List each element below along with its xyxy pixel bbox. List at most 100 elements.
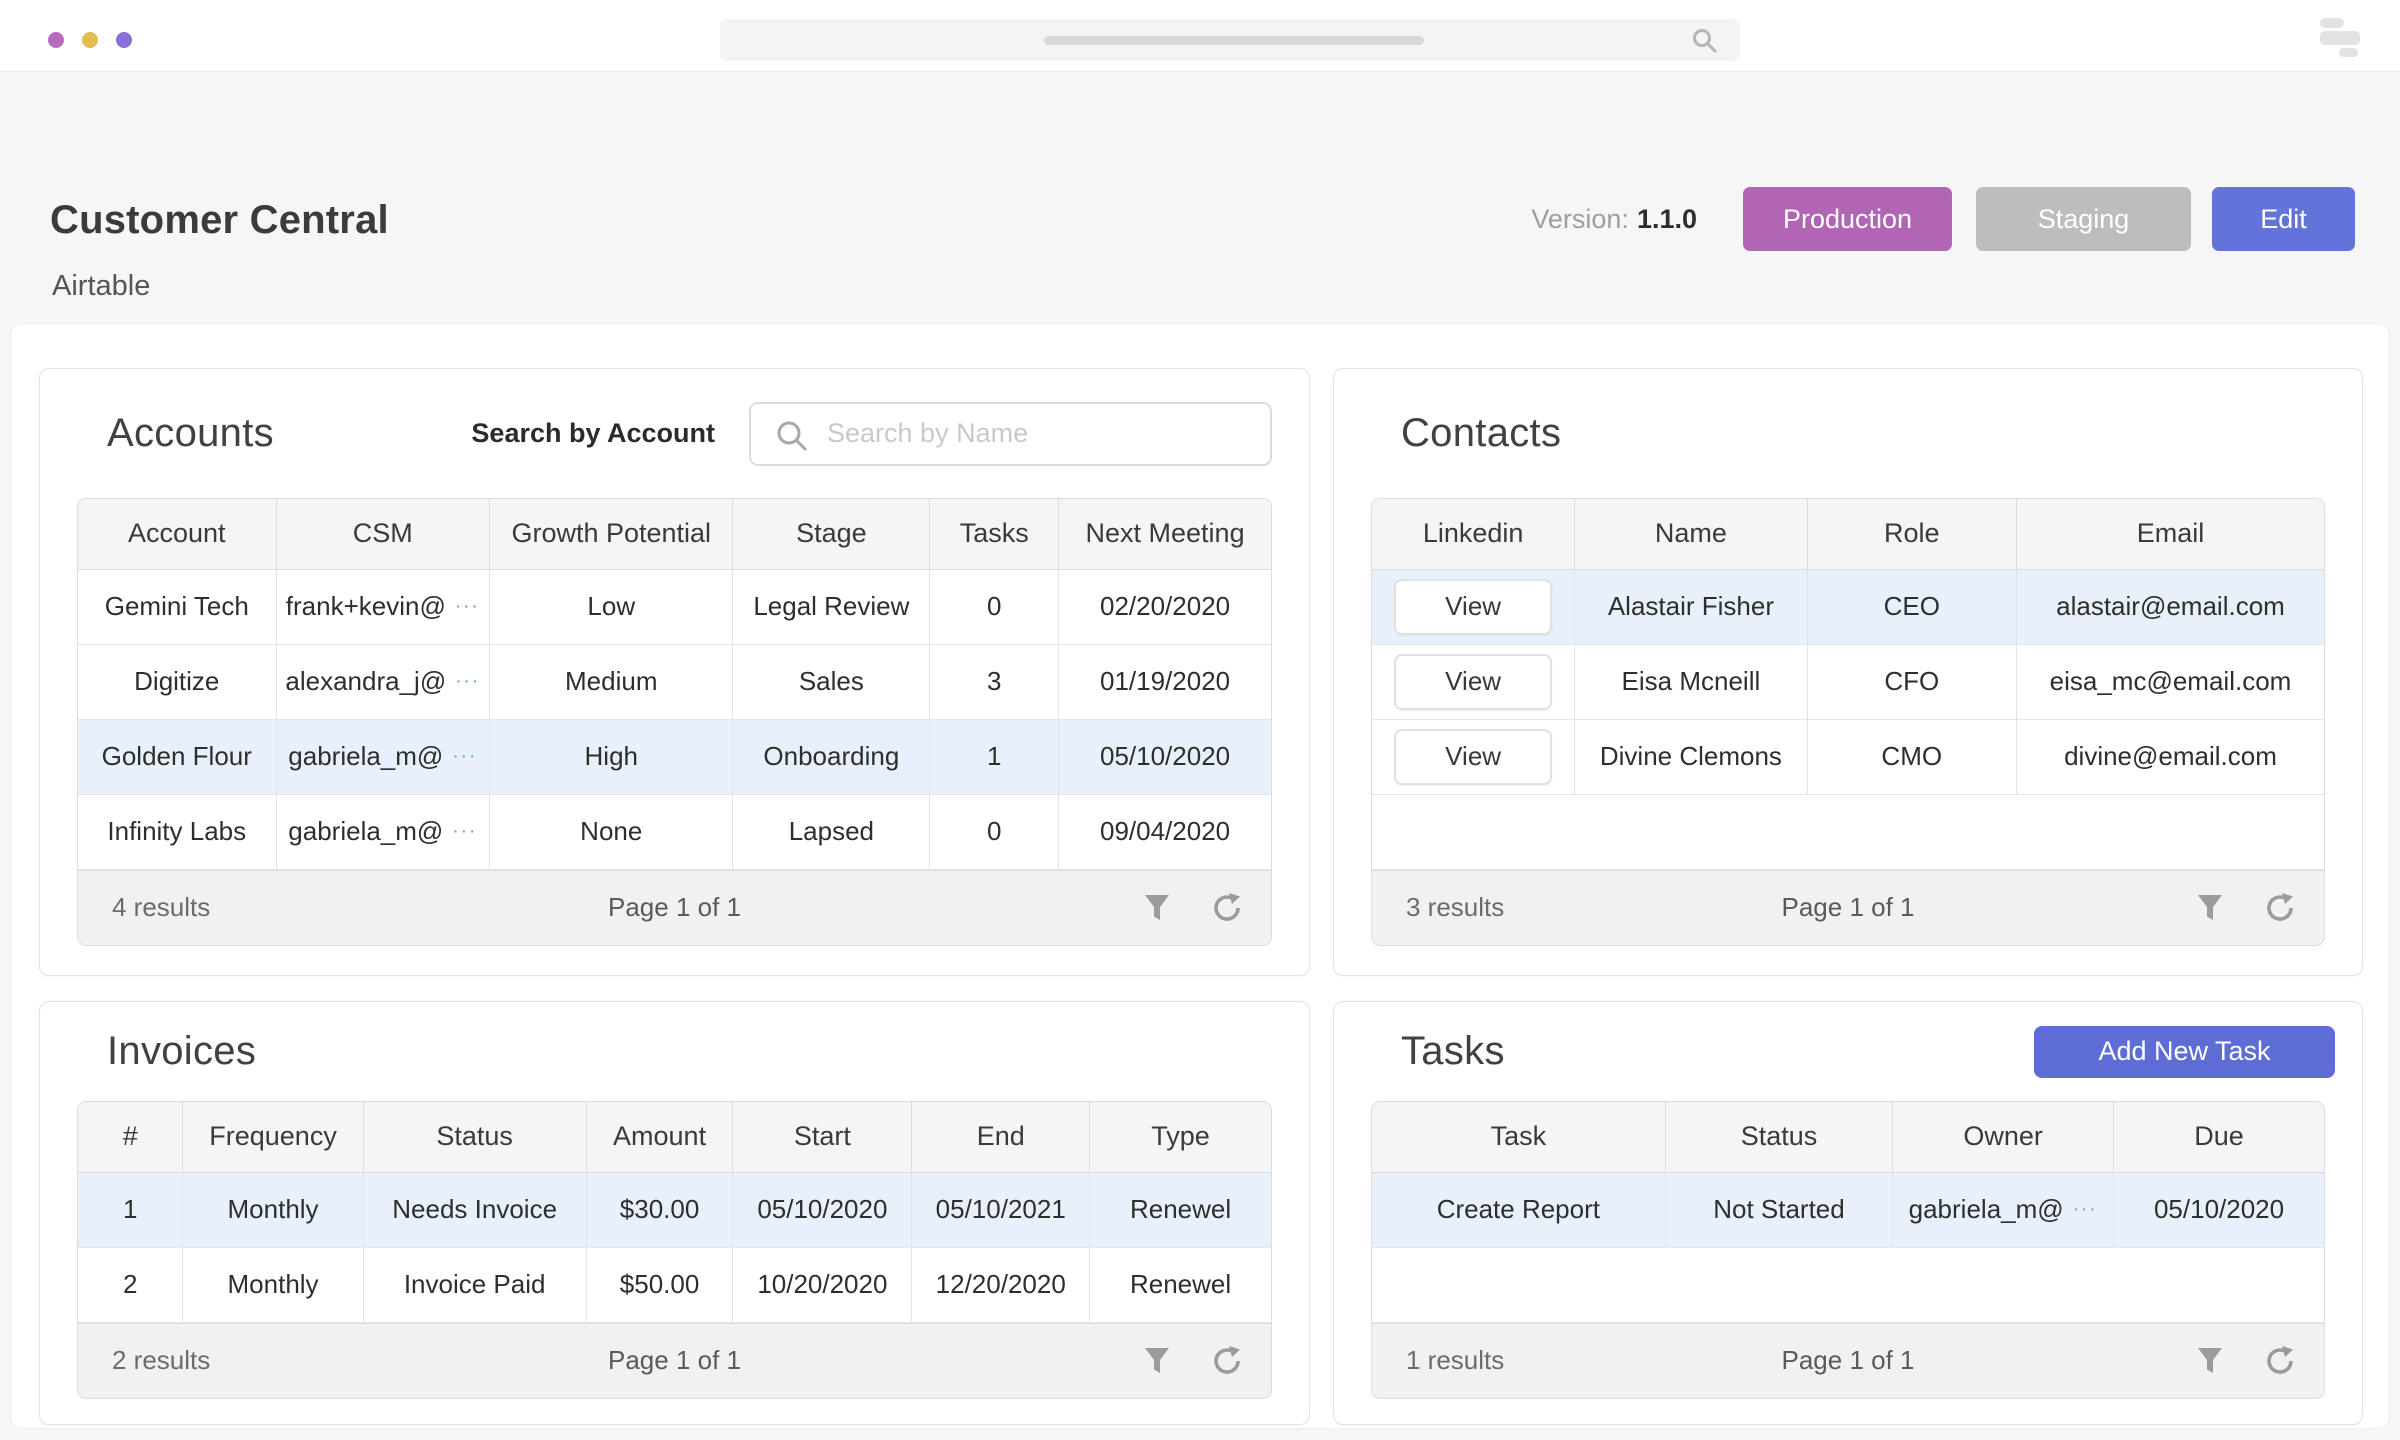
window-dot-3: [116, 32, 132, 48]
add-new-task-button[interactable]: Add New Task: [2034, 1025, 2335, 1078]
table-row-selected[interactable]: Create Report Not Started gabriela_m@ ···…: [1372, 1172, 2324, 1248]
staging-button[interactable]: Staging: [1976, 187, 2191, 251]
column-header: CSM: [276, 499, 491, 570]
column-header: Task: [1372, 1102, 1666, 1173]
results-count: 2 results: [112, 1345, 211, 1375]
accounts-search-label: Search by Account: [471, 418, 715, 448]
refresh-icon[interactable]: [1211, 892, 1243, 924]
contacts-card-header: Contacts: [1371, 369, 2325, 498]
column-header: Owner: [1892, 1102, 2115, 1173]
column-header: Frequency: [182, 1102, 364, 1173]
table-row[interactable]: View Divine Clemons CMO divine@email.com: [1372, 719, 2324, 795]
results-count: 4 results: [112, 892, 211, 922]
invoices-table-footer: 2 results Page 1 of 1: [78, 1322, 1271, 1398]
column-header: Stage: [732, 499, 931, 570]
view-linkedin-button[interactable]: View: [1394, 653, 1553, 710]
tasks-table: Task Status Owner Due Create Report Not …: [1371, 1101, 2325, 1399]
edit-button[interactable]: Edit: [2212, 187, 2355, 251]
version-label: Version:: [1531, 203, 1629, 234]
expand-ellipsis-icon[interactable]: ···: [452, 821, 478, 842]
refresh-icon[interactable]: [2264, 1345, 2296, 1377]
redacted-url-text: [1044, 36, 1424, 45]
expand-ellipsis-icon[interactable]: ···: [452, 746, 478, 767]
accounts-title: Accounts: [107, 411, 274, 455]
page-indicator: Page 1 of 1: [608, 892, 741, 922]
window-dot-2: [82, 32, 98, 48]
column-header: #: [78, 1102, 184, 1173]
contacts-card: Contacts Linkedin Name Role Email View A…: [1333, 368, 2363, 976]
production-button[interactable]: Production: [1743, 187, 1952, 251]
table-row-selected[interactable]: View Alastair Fisher CEO alastair@email.…: [1372, 569, 2324, 645]
page-indicator: Page 1 of 1: [608, 1345, 741, 1375]
column-header: Linkedin: [1372, 499, 1576, 570]
version-text: Version: 1.1.0: [1531, 204, 1697, 235]
column-header: Tasks: [929, 499, 1060, 570]
window-controls: [48, 32, 132, 48]
invoices-title: Invoices: [107, 1029, 257, 1073]
page-subtitle: Airtable: [52, 270, 151, 302]
invoices-card: Invoices # Frequency Status Amount Start…: [39, 1001, 1310, 1425]
tasks-table-footer: 1 results Page 1 of 1: [1372, 1322, 2324, 1398]
column-header: End: [911, 1102, 1091, 1173]
expand-ellipsis-icon[interactable]: ···: [2072, 1199, 2098, 1220]
invoices-header-row: # Frequency Status Amount Start End Type: [78, 1102, 1271, 1173]
refresh-icon[interactable]: [2264, 892, 2296, 924]
search-icon: [775, 419, 809, 458]
filter-icon[interactable]: [2196, 1346, 2224, 1376]
table-row[interactable]: View Eisa Mcneill CFO eisa_mc@email.com: [1372, 644, 2324, 720]
page-title: Customer Central: [50, 198, 389, 242]
page-indicator: Page 1 of 1: [1781, 1345, 1915, 1375]
page-header: Customer Central Airtable Version: 1.1.0 …: [0, 72, 2400, 323]
window-dot-1: [48, 32, 64, 48]
version-value: 1.1.0: [1636, 203, 1697, 234]
contacts-table-footer: 3 results Page 1 of 1: [1372, 869, 2324, 945]
search-icon[interactable]: [1691, 27, 1718, 59]
tasks-header-row: Task Status Owner Due: [1372, 1102, 2324, 1173]
table-row[interactable]: Digitize alexandra_j@ ··· Medium Sales 3 …: [78, 644, 1271, 720]
column-header: Email: [2016, 499, 2324, 570]
view-linkedin-button[interactable]: View: [1394, 728, 1553, 785]
contacts-title: Contacts: [1401, 411, 1562, 455]
table-row-selected[interactable]: 1 Monthly Needs Invoice $30.00 05/10/202…: [78, 1172, 1271, 1248]
page-indicator: Page 1 of 1: [1781, 892, 1915, 922]
filter-icon[interactable]: [1143, 893, 1171, 923]
contacts-header-row: Linkedin Name Role Email: [1372, 499, 2324, 570]
column-header: Role: [1807, 499, 2017, 570]
address-bar[interactable]: [720, 19, 1740, 61]
accounts-header-row: Account CSM Growth Potential Stage Tasks…: [78, 499, 1271, 570]
accounts-search-box: [749, 401, 1272, 466]
column-header: Next Meeting: [1058, 499, 1271, 570]
view-linkedin-button[interactable]: View: [1394, 578, 1553, 635]
results-count: 1 results: [1406, 1345, 1505, 1375]
header-controls: Version: 1.1.0 Production Staging Edit: [1531, 187, 2355, 251]
column-header: Start: [732, 1102, 913, 1173]
invoices-card-header: Invoices: [77, 1002, 1272, 1101]
invoices-table: # Frequency Status Amount Start End Type…: [77, 1101, 1272, 1399]
column-header: Type: [1089, 1102, 1271, 1173]
contacts-table: Linkedin Name Role Email View Alastair F…: [1371, 498, 2325, 946]
table-row[interactable]: Gemini Tech frank+kevin@ ··· Low Legal Re…: [78, 569, 1271, 645]
column-header: Name: [1574, 499, 1808, 570]
filter-icon[interactable]: [2196, 893, 2224, 923]
column-header: Amount: [586, 1102, 734, 1173]
accounts-card: Accounts Search by Account Account CSM: [39, 368, 1310, 976]
menu-icon[interactable]: [2318, 16, 2362, 58]
tasks-title: Tasks: [1401, 1029, 1505, 1073]
expand-ellipsis-icon[interactable]: ···: [454, 596, 480, 617]
browser-topbar: [0, 0, 2400, 72]
expand-ellipsis-icon[interactable]: ···: [455, 671, 481, 692]
refresh-icon[interactable]: [1211, 1345, 1243, 1377]
column-header: Account: [78, 499, 277, 570]
tasks-card-header: Tasks Add New Task: [1371, 1002, 2335, 1101]
table-row-selected[interactable]: Golden Flour gabriela_m@ ··· High Onboard…: [78, 719, 1271, 795]
table-row[interactable]: Infinity Labs gabriela_m@ ··· None Lapsed…: [78, 794, 1271, 870]
accounts-table-footer: 4 results Page 1 of 1: [78, 869, 1271, 945]
filter-icon[interactable]: [1143, 1346, 1171, 1376]
column-header: Growth Potential: [489, 499, 734, 570]
accounts-search-group: Search by Account: [471, 401, 1272, 466]
accounts-search-input[interactable]: [827, 403, 1257, 464]
results-count: 3 results: [1406, 892, 1505, 922]
table-row[interactable]: 2 Monthly Invoice Paid $50.00 10/20/2020…: [78, 1247, 1271, 1323]
empty-row: [1372, 794, 2324, 870]
tasks-card: Tasks Add New Task Task Status Owner Due…: [1333, 1001, 2363, 1425]
